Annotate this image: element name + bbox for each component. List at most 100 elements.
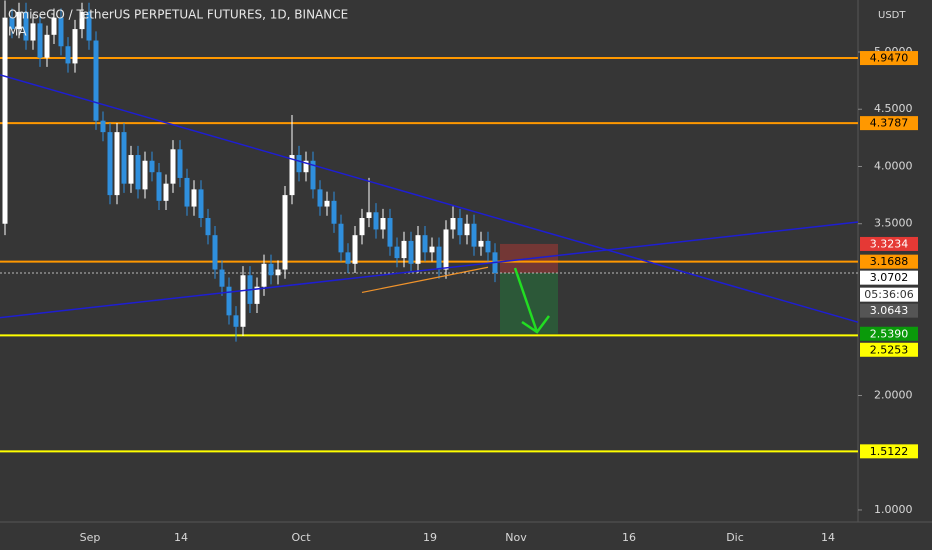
candle-body xyxy=(93,40,99,121)
candle-body xyxy=(254,286,260,304)
candle-body xyxy=(394,246,400,259)
candle-body xyxy=(457,218,463,236)
price-label-box xyxy=(860,236,918,251)
candle-body xyxy=(366,212,372,219)
candle-body xyxy=(373,212,379,230)
price-label: 3.1688 xyxy=(870,255,909,268)
candle-body xyxy=(429,246,435,253)
candle-body xyxy=(331,200,337,224)
candle-body xyxy=(352,235,358,264)
candle-body xyxy=(233,315,239,327)
price-label-box xyxy=(860,51,918,66)
y-tick-label: 2.0000 xyxy=(874,388,913,401)
price-label-box xyxy=(860,116,918,131)
candle-body xyxy=(317,189,323,207)
candle-body xyxy=(408,240,414,264)
candle-body xyxy=(100,120,106,133)
candle-body xyxy=(142,160,148,190)
price-label: 2.5390 xyxy=(870,327,909,340)
candle-body xyxy=(478,240,484,247)
candle-body xyxy=(23,11,29,41)
candle-body xyxy=(212,235,218,270)
candle-body xyxy=(268,263,274,276)
price-label-box xyxy=(860,303,918,318)
candle-body xyxy=(170,149,176,184)
plot xyxy=(0,0,859,453)
trendline xyxy=(0,221,859,319)
candle-body xyxy=(149,160,155,173)
candle-body xyxy=(485,240,491,253)
price-label: 3.0702 xyxy=(870,271,909,284)
candle-body xyxy=(156,172,162,201)
candle-body xyxy=(205,218,211,236)
x-tick-label: 14 xyxy=(821,531,835,544)
candle-body xyxy=(16,11,22,30)
arrow xyxy=(513,267,550,334)
candle-body xyxy=(86,11,92,41)
candle-body xyxy=(436,246,442,270)
candle-body xyxy=(464,223,470,236)
x-tick-label: Sep xyxy=(80,531,101,544)
candle-body xyxy=(177,149,183,178)
price-label: 3.3234 xyxy=(870,237,909,250)
price-label: 4.3787 xyxy=(870,117,909,130)
candle-body xyxy=(114,132,120,196)
y-tick-label: 1.0000 xyxy=(874,503,913,516)
candle-body xyxy=(303,160,309,173)
candle-body xyxy=(107,132,113,196)
candle-body xyxy=(219,269,225,287)
candle-body xyxy=(443,229,449,270)
candle-body xyxy=(30,23,36,41)
candle-body xyxy=(387,218,393,247)
candle-body xyxy=(380,218,386,230)
price-label: 2.5253 xyxy=(870,343,909,356)
x-tick-label: Dic xyxy=(726,531,744,544)
candle-body xyxy=(72,29,78,64)
candle-body xyxy=(9,17,15,30)
x-tick-label: Oct xyxy=(291,531,311,544)
x-tick-label: 14 xyxy=(174,531,188,544)
countdown-box xyxy=(860,287,918,302)
price-label-box xyxy=(860,270,918,285)
candle-body xyxy=(415,235,421,264)
candle-body xyxy=(324,200,330,207)
candle-body xyxy=(163,183,169,201)
candle-body xyxy=(289,155,295,196)
candle-body xyxy=(58,17,64,47)
candle-body xyxy=(44,34,50,58)
candle-body xyxy=(191,189,197,207)
candle-body xyxy=(261,263,267,287)
candle-body xyxy=(198,189,204,219)
price-label-box xyxy=(860,254,918,269)
candle-body xyxy=(310,160,316,190)
price-label: 4.9470 xyxy=(870,52,909,65)
countdown: 05:36:06 xyxy=(864,288,913,301)
candle-body xyxy=(226,286,232,316)
candle-body xyxy=(121,132,127,184)
candle-body xyxy=(275,269,281,276)
legend-entry: MA xyxy=(8,25,27,39)
candle-body xyxy=(282,195,288,270)
price-label-box xyxy=(860,342,918,357)
candle-body xyxy=(79,11,85,30)
candle-body xyxy=(37,23,43,58)
x-tick-label: 19 xyxy=(423,531,437,544)
candle-body xyxy=(184,177,190,207)
trendline xyxy=(0,74,859,323)
price-label: 3.0643 xyxy=(870,304,909,317)
x-tick-label: Nov xyxy=(505,531,527,544)
candle-body xyxy=(345,252,351,264)
price-label-box xyxy=(860,326,918,341)
y-tick-label: 4.0000 xyxy=(874,159,913,172)
candle-body xyxy=(422,235,428,253)
candle-body xyxy=(135,155,141,190)
candle-body xyxy=(51,17,57,35)
y-tick-label: 4.5000 xyxy=(874,102,913,115)
price-label: 1.5122 xyxy=(870,445,909,458)
candle-body xyxy=(338,223,344,253)
candle-body xyxy=(65,46,71,64)
y-tick-label: 3.5000 xyxy=(874,217,913,230)
x-tick-label: 16 xyxy=(622,531,636,544)
